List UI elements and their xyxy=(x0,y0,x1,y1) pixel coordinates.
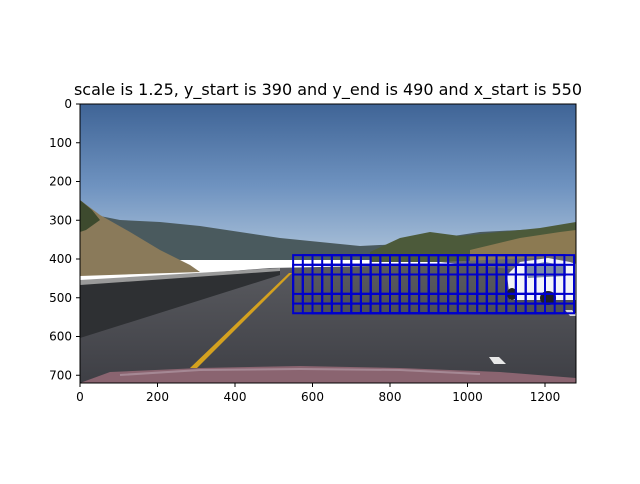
left-hill-trees xyxy=(80,200,100,232)
x-tick-label: 400 xyxy=(224,390,247,404)
x-tick-label: 0 xyxy=(76,390,84,404)
x-tick-label: 1200 xyxy=(530,390,561,404)
white-lane-dash-1 xyxy=(489,357,506,364)
chart-title: scale is 1.25, y_start is 390 and y_end … xyxy=(74,80,582,100)
y-tick-label: 300 xyxy=(49,213,72,227)
y-tick-label: 600 xyxy=(49,330,72,344)
yellow-lane-line xyxy=(190,273,292,368)
search-window xyxy=(534,273,576,315)
y-tick-label: 200 xyxy=(49,175,72,189)
y-tick-label: 100 xyxy=(49,136,72,150)
sliding-windows xyxy=(292,254,576,315)
barrier-top xyxy=(80,268,280,285)
x-tick-label: 1000 xyxy=(452,390,483,404)
left-hillside xyxy=(80,200,200,276)
x-tick-label: 200 xyxy=(146,390,169,404)
concrete-barrier xyxy=(80,268,280,338)
car-hood-highlight xyxy=(119,367,481,376)
x-axis: 0 200 400 600 800 1000 1200 xyxy=(76,383,560,404)
y-tick-label: 500 xyxy=(49,291,72,305)
y-tick-label: 400 xyxy=(49,252,72,266)
y-axis: 0 100 200 300 400 500 600 700 xyxy=(49,97,80,382)
road-photo xyxy=(80,104,576,383)
x-tick-label: 600 xyxy=(301,390,324,404)
y-tick-label: 0 xyxy=(64,97,72,111)
axes-frame xyxy=(79,103,577,384)
y-tick-label: 700 xyxy=(49,368,72,382)
x-tick-label: 800 xyxy=(379,390,402,404)
